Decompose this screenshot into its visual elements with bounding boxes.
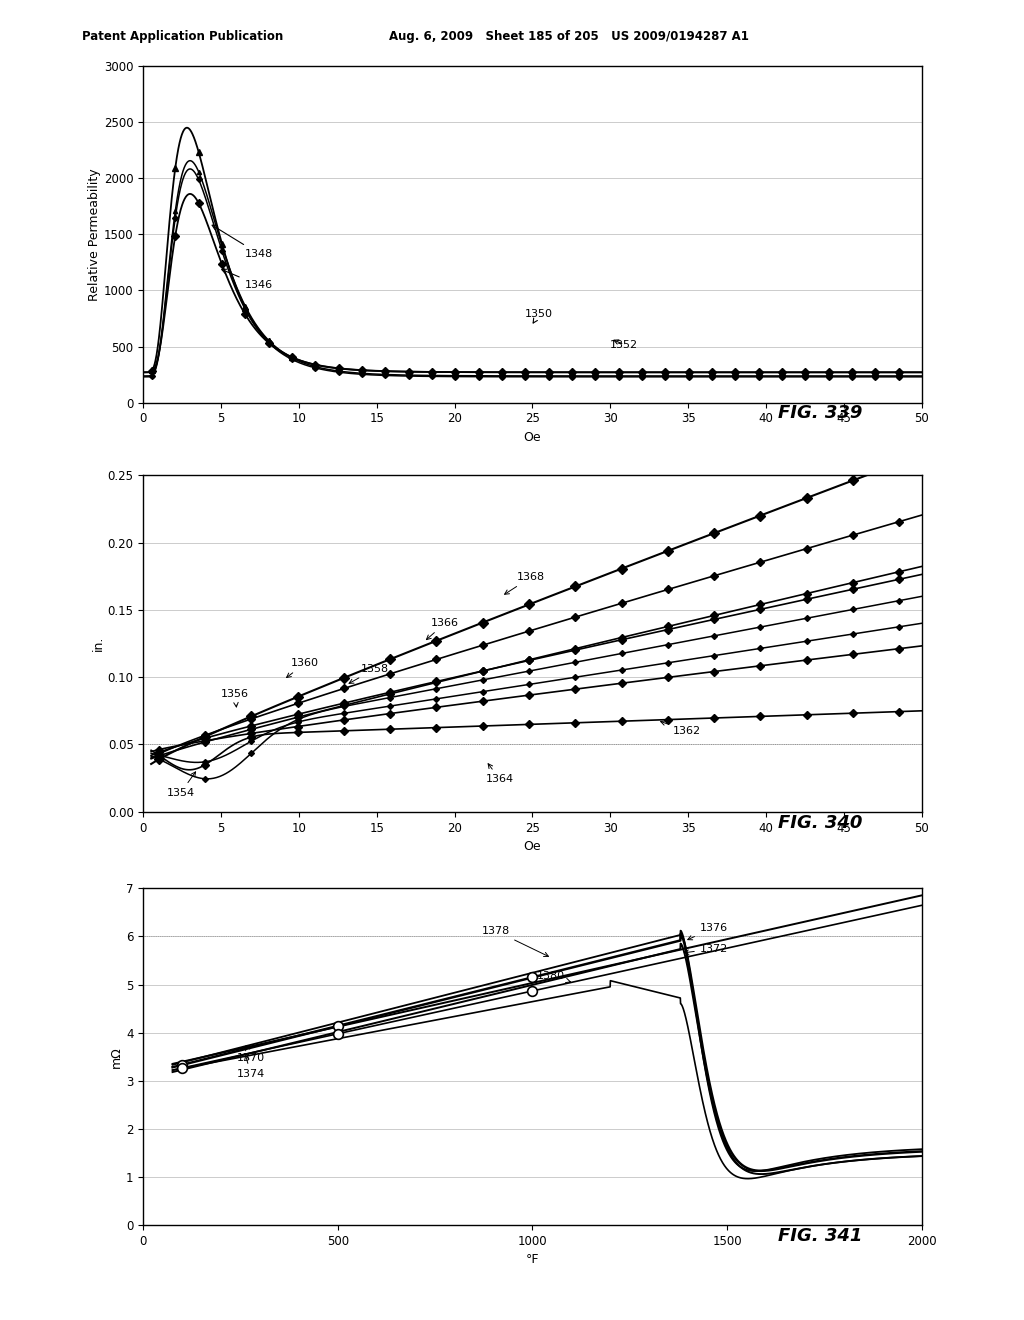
X-axis label: °F: °F bbox=[525, 1253, 540, 1266]
Text: 1352: 1352 bbox=[610, 339, 638, 350]
Text: FIG. 340: FIG. 340 bbox=[778, 813, 862, 832]
Y-axis label: Relative Permeability: Relative Permeability bbox=[88, 168, 101, 301]
Text: 1378: 1378 bbox=[482, 927, 549, 957]
Text: Aug. 6, 2009   Sheet 185 of 205   US 2009/0194287 A1: Aug. 6, 2009 Sheet 185 of 205 US 2009/01… bbox=[389, 30, 749, 44]
Text: 1346: 1346 bbox=[222, 269, 272, 290]
Text: 1368: 1368 bbox=[505, 572, 545, 594]
Text: 1358: 1358 bbox=[349, 664, 389, 684]
Text: 1370: 1370 bbox=[237, 1045, 265, 1063]
Text: 1364: 1364 bbox=[485, 764, 514, 784]
Text: 1380: 1380 bbox=[537, 970, 570, 982]
Text: 1348: 1348 bbox=[212, 226, 272, 259]
Text: 1350: 1350 bbox=[524, 309, 553, 323]
Y-axis label: in.: in. bbox=[92, 636, 104, 651]
Text: 1354: 1354 bbox=[167, 772, 196, 797]
Y-axis label: mΩ: mΩ bbox=[111, 1045, 123, 1068]
X-axis label: Oe: Oe bbox=[523, 430, 542, 444]
Text: Patent Application Publication: Patent Application Publication bbox=[82, 30, 284, 44]
Text: 1360: 1360 bbox=[287, 659, 319, 677]
Text: 1372: 1372 bbox=[684, 944, 728, 954]
Text: 1366: 1366 bbox=[426, 618, 460, 640]
Text: 1356: 1356 bbox=[221, 689, 249, 708]
Text: 1362: 1362 bbox=[660, 721, 700, 735]
Text: 1374: 1374 bbox=[237, 1056, 265, 1078]
X-axis label: Oe: Oe bbox=[523, 840, 542, 853]
Text: 1376: 1376 bbox=[688, 923, 728, 940]
Text: FIG. 341: FIG. 341 bbox=[778, 1226, 862, 1245]
Text: FIG. 339: FIG. 339 bbox=[778, 404, 862, 422]
